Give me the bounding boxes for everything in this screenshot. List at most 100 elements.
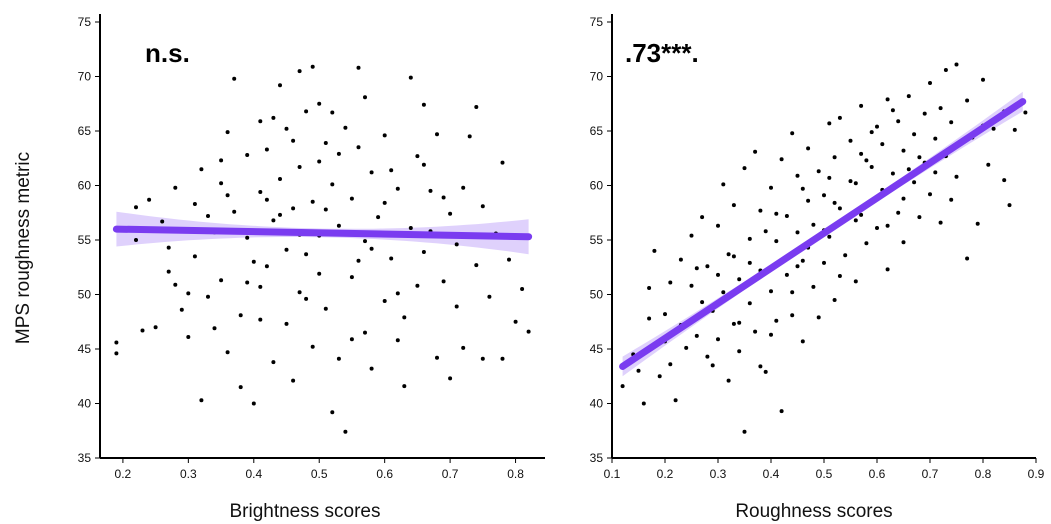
- data-point: [363, 239, 367, 244]
- data-point: [816, 169, 821, 174]
- data-point: [363, 330, 367, 335]
- data-point: [225, 350, 230, 355]
- data-point: [166, 245, 171, 250]
- data-point: [402, 315, 407, 320]
- x-tick-label: 0.3: [710, 467, 727, 481]
- data-point: [219, 181, 224, 186]
- data-point: [310, 344, 315, 349]
- data-point: [467, 134, 472, 139]
- shared-y-axis-label: MPS roughness metric: [13, 152, 34, 344]
- data-point: [245, 280, 250, 285]
- data-point: [330, 110, 335, 115]
- data-point: [395, 338, 400, 343]
- x-axis-label: Brightness scores: [229, 501, 380, 522]
- data-point: [114, 340, 119, 345]
- data-point: [832, 200, 837, 205]
- data-point: [284, 321, 289, 326]
- y-tick-label: 60: [590, 179, 604, 193]
- data-point: [513, 319, 518, 324]
- y-tick-label: 75: [78, 15, 92, 29]
- data-point: [827, 175, 832, 180]
- data-point: [448, 376, 453, 381]
- data-point: [965, 256, 970, 261]
- data-point: [225, 193, 230, 198]
- data-point: [186, 335, 191, 339]
- data-point: [258, 119, 263, 124]
- y-tick-label: 50: [78, 288, 92, 302]
- data-point: [291, 206, 296, 211]
- data-point: [114, 351, 119, 356]
- data-point: [912, 132, 917, 137]
- data-point: [673, 398, 678, 403]
- significance-annotation: .73***.: [625, 38, 699, 68]
- data-point: [928, 81, 932, 85]
- data-point: [917, 215, 922, 220]
- data-point: [848, 179, 853, 184]
- data-point: [933, 170, 938, 175]
- data-point: [225, 130, 230, 135]
- data-point: [832, 298, 837, 302]
- data-point: [251, 259, 256, 264]
- regression-line: [619, 98, 1027, 370]
- data-point: [758, 208, 763, 213]
- data-point: [448, 211, 453, 216]
- data-point: [336, 356, 341, 361]
- y-tick-label: 70: [78, 70, 92, 84]
- data-point: [890, 171, 895, 176]
- data-point: [500, 356, 505, 361]
- data-point: [647, 316, 652, 321]
- y-tick-label: 65: [590, 124, 604, 138]
- data-point: [199, 398, 204, 403]
- data-point: [912, 180, 917, 185]
- data-point: [641, 401, 646, 406]
- data-point: [663, 312, 667, 317]
- data-point: [769, 289, 773, 294]
- y-tick-label: 45: [78, 342, 92, 356]
- data-point: [747, 301, 752, 306]
- data-point: [837, 206, 842, 211]
- data-point: [991, 126, 996, 131]
- data-point: [480, 356, 485, 361]
- data-point: [304, 296, 309, 301]
- data-point: [206, 214, 210, 218]
- data-point: [297, 290, 302, 295]
- data-point: [278, 177, 282, 181]
- data-point: [981, 77, 985, 82]
- data-point: [421, 162, 426, 167]
- data-point: [837, 115, 842, 120]
- left-scatter-panel: 35 40 45 50 55 60 65 70 75 0.2 0.3 0.4 0.5 0.6 0.7 0.8 n…: [78, 14, 545, 522]
- data-point: [938, 106, 943, 111]
- x-tick-label: 0.8: [507, 467, 524, 481]
- data-point: [382, 299, 387, 303]
- data-point: [284, 247, 289, 252]
- x-tick-label: 0.7: [922, 467, 939, 481]
- data-point: [769, 185, 773, 190]
- data-point: [461, 345, 466, 350]
- data-point: [206, 294, 210, 299]
- data-point: [700, 300, 705, 305]
- data-point: [245, 235, 250, 240]
- data-point: [896, 210, 901, 215]
- data-point: [219, 158, 224, 163]
- data-point: [795, 230, 800, 235]
- data-point: [304, 252, 309, 257]
- data-point: [853, 181, 858, 186]
- data-point: [454, 304, 459, 309]
- data-point: [731, 254, 736, 259]
- data-point: [747, 260, 752, 265]
- data-point: [774, 211, 779, 216]
- data-point: [271, 360, 276, 365]
- data-point: [827, 234, 832, 239]
- data-point: [917, 155, 922, 160]
- data-point: [795, 264, 800, 269]
- data-point: [330, 182, 335, 187]
- x-tick-label: 0.2: [115, 467, 132, 481]
- data-point: [1012, 127, 1017, 132]
- data-point: [742, 166, 747, 171]
- data-point: [356, 65, 361, 70]
- y-tick-label: 35: [78, 451, 92, 465]
- data-point: [737, 320, 742, 325]
- data-point: [264, 264, 269, 269]
- data-point: [507, 257, 511, 262]
- data-point: [232, 76, 237, 81]
